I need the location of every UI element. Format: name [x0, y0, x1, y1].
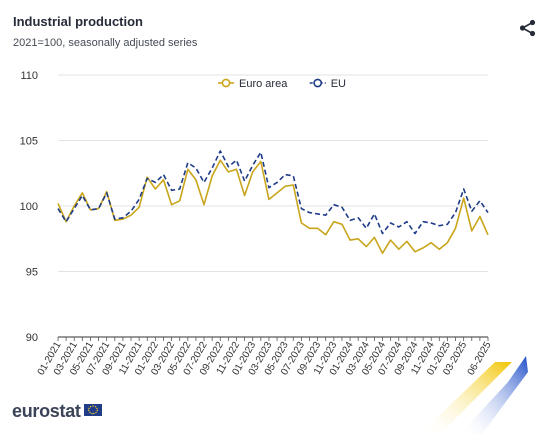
y-tick-label: 95: [26, 267, 38, 279]
y-tick-label: 110: [20, 70, 38, 82]
brand-name: eurostat: [12, 401, 81, 421]
series-line-eu: [57, 150, 489, 235]
legend-label: Euro area: [239, 78, 288, 90]
series-lines: [57, 150, 489, 254]
legend-item: EU: [309, 78, 346, 90]
corner-decoration: [420, 356, 528, 434]
legend-marker-icon: [313, 78, 323, 88]
series-line-euro-area: [57, 159, 489, 254]
legend-marker-icon: [221, 78, 231, 88]
y-tick-label: 105: [20, 136, 38, 148]
gridlines: [58, 74, 488, 272]
page-subtitle: 2021=100, seasonally adjusted series: [13, 37, 198, 49]
y-tick-label: 90: [26, 332, 38, 344]
legend: Euro area EU: [218, 78, 346, 90]
axes: 909510010511001-202103-202105-202107-202…: [20, 70, 494, 377]
y-tick-label: 100: [20, 201, 38, 213]
share-icon[interactable]: [518, 18, 538, 38]
legend-label: EU: [331, 78, 346, 90]
page-title: Industrial production: [13, 14, 143, 29]
eu-flag-icon: [83, 403, 102, 421]
eurostat-logo: eurostat: [12, 401, 102, 422]
legend-item: Euro area: [218, 78, 288, 90]
